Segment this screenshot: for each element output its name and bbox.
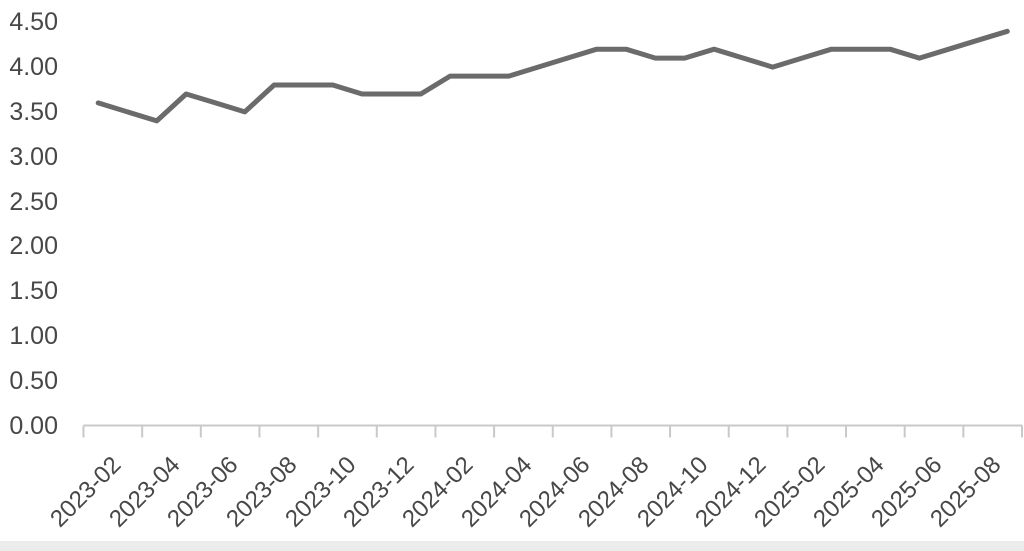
bottom-strip: [0, 541, 1024, 551]
y-axis-label: 4.00: [9, 53, 58, 82]
data-line-series: [95, 28, 1010, 124]
y-axis-label: 0.50: [9, 366, 58, 395]
y-axis-label: 2.00: [9, 232, 58, 261]
y-axis-label: 0.00: [9, 411, 58, 440]
y-axis-label: 1.00: [9, 321, 58, 350]
y-axis-label: 3.50: [9, 97, 58, 126]
y-axis-label: 2.50: [9, 187, 58, 216]
y-axis-label: 1.50: [9, 277, 58, 306]
y-axis-label: 3.00: [9, 142, 58, 171]
y-axis-label: 4.50: [9, 8, 58, 37]
